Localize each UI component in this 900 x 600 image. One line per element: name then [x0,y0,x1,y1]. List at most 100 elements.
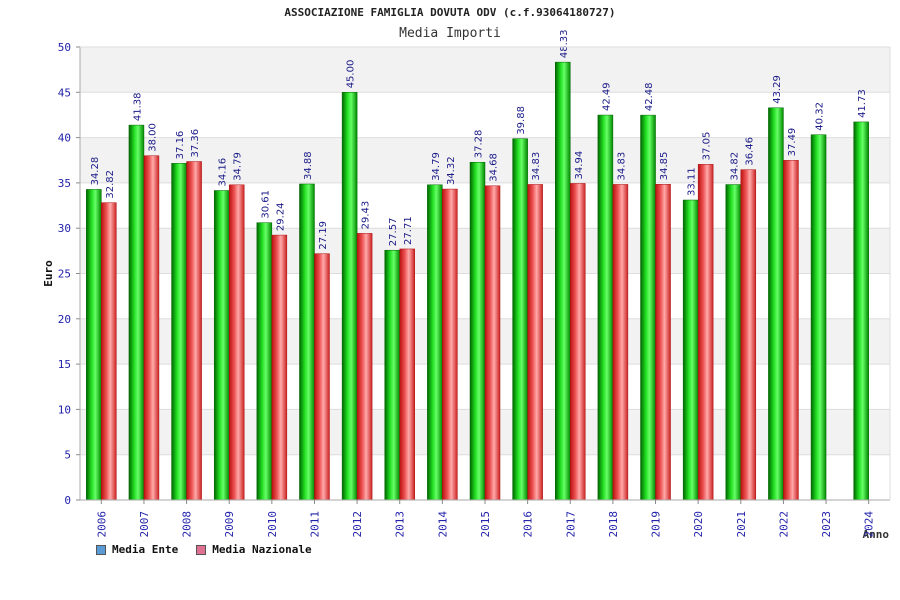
y-tick-label: 0 [64,494,71,507]
y-tick-label: 25 [58,268,71,281]
legend-swatch [96,544,106,555]
x-tick-label: 2013 [394,511,407,538]
data-label: 39.88 [516,106,527,135]
legend: Media Ente Media Nazionale [96,543,312,556]
legend-label: Media Nazionale [212,543,312,556]
y-tick-label: 40 [58,132,71,145]
bar [853,121,869,501]
data-label: 41.73 [857,89,868,118]
bar [697,164,714,501]
bar [143,155,160,501]
legend-swatch [196,544,207,555]
data-label: 30.61 [260,190,271,219]
data-label: 34.94 [574,151,585,180]
data-label: 37.28 [474,130,485,159]
data-label: 41.38 [132,92,143,121]
data-label: 34.79 [233,152,244,181]
data-label: 37.16 [175,131,186,160]
x-tick-label: 2009 [223,511,236,538]
x-tick-label: 2006 [95,511,108,538]
data-label: 34.83 [616,152,627,181]
y-tick-label: 50 [58,41,71,54]
data-label: 29.43 [361,201,372,230]
bar [299,183,315,501]
y-axis-label: Euro [42,260,55,287]
x-axis-label: Anno [863,528,890,541]
bar [171,163,187,501]
data-label: 37.36 [190,129,201,158]
bar [512,138,528,501]
data-label: 36.46 [744,137,755,166]
bar [128,124,145,501]
data-label: 33.11 [687,167,698,196]
bar [725,184,742,501]
x-tick-label: 2011 [308,511,321,538]
x-tick-label: 2020 [692,511,705,538]
bar [314,253,330,501]
bar [101,202,117,501]
data-label: 34.82 [729,152,740,181]
bar [384,249,400,501]
bar [682,199,699,501]
x-tick-label: 2022 [777,511,790,538]
bar [186,161,202,501]
chart-title: ASSOCIAZIONE FAMIGLIA DOVUTA ODV (c.f.93… [284,6,616,19]
chart-subtitle: Media Importi [399,26,501,41]
bar [612,184,629,501]
grid-band [80,47,890,93]
y-tick-label: 10 [58,403,71,416]
bar [527,184,543,501]
y-tick-label: 5 [64,449,71,462]
bar [256,222,273,501]
data-label: 45.00 [346,60,357,89]
bar [213,190,230,501]
bar [399,248,415,501]
legend-item-media-ente: Media Ente [96,543,178,556]
y-tick-label: 15 [58,358,71,371]
x-tick-label: 2010 [266,511,279,538]
bar [228,184,245,501]
data-label: 48.33 [559,29,570,58]
y-tick-label: 45 [58,86,71,99]
bar [427,184,443,501]
x-tick-label: 2015 [479,511,492,538]
bar [356,233,373,501]
x-tick-label: 2018 [607,511,620,538]
x-tick-label: 2008 [181,511,194,538]
data-label: 34.88 [303,151,314,180]
bars [86,61,869,501]
data-label: 27.57 [388,218,399,247]
data-label: 38.00 [147,123,158,152]
y-tick-label: 20 [58,313,71,326]
data-label: 27.71 [403,216,414,245]
bar [783,160,799,501]
data-label: 42.49 [601,82,612,111]
bar [810,134,827,501]
x-tick-label: 2024 [863,511,876,538]
data-label: 40.32 [815,102,826,131]
x-tick-label: 2023 [820,511,833,538]
data-label: 27.19 [318,221,329,250]
data-label: 34.83 [531,152,542,181]
bar [469,161,486,501]
bar [484,185,501,501]
bar [271,234,288,501]
data-label: 34.32 [446,156,457,185]
bar [570,183,586,501]
data-label: 34.28 [90,157,101,186]
data-label: 34.85 [659,152,670,181]
x-tick-label: 2017 [564,511,577,538]
bar [341,92,358,501]
data-label: 37.05 [702,132,713,161]
data-label: 34.68 [489,153,500,182]
legend-label: Media Ente [112,543,179,556]
data-label: 34.16 [218,158,229,187]
data-label: 32.82 [105,170,116,199]
x-tick-label: 2019 [650,511,663,538]
bar [740,169,757,501]
data-label: 43.29 [772,75,783,104]
bar [86,189,102,501]
bar [442,188,458,501]
data-labels: 34.28 32.82 41.38 38.00 37.16 37.36 34.16 34.79… [90,29,868,249]
